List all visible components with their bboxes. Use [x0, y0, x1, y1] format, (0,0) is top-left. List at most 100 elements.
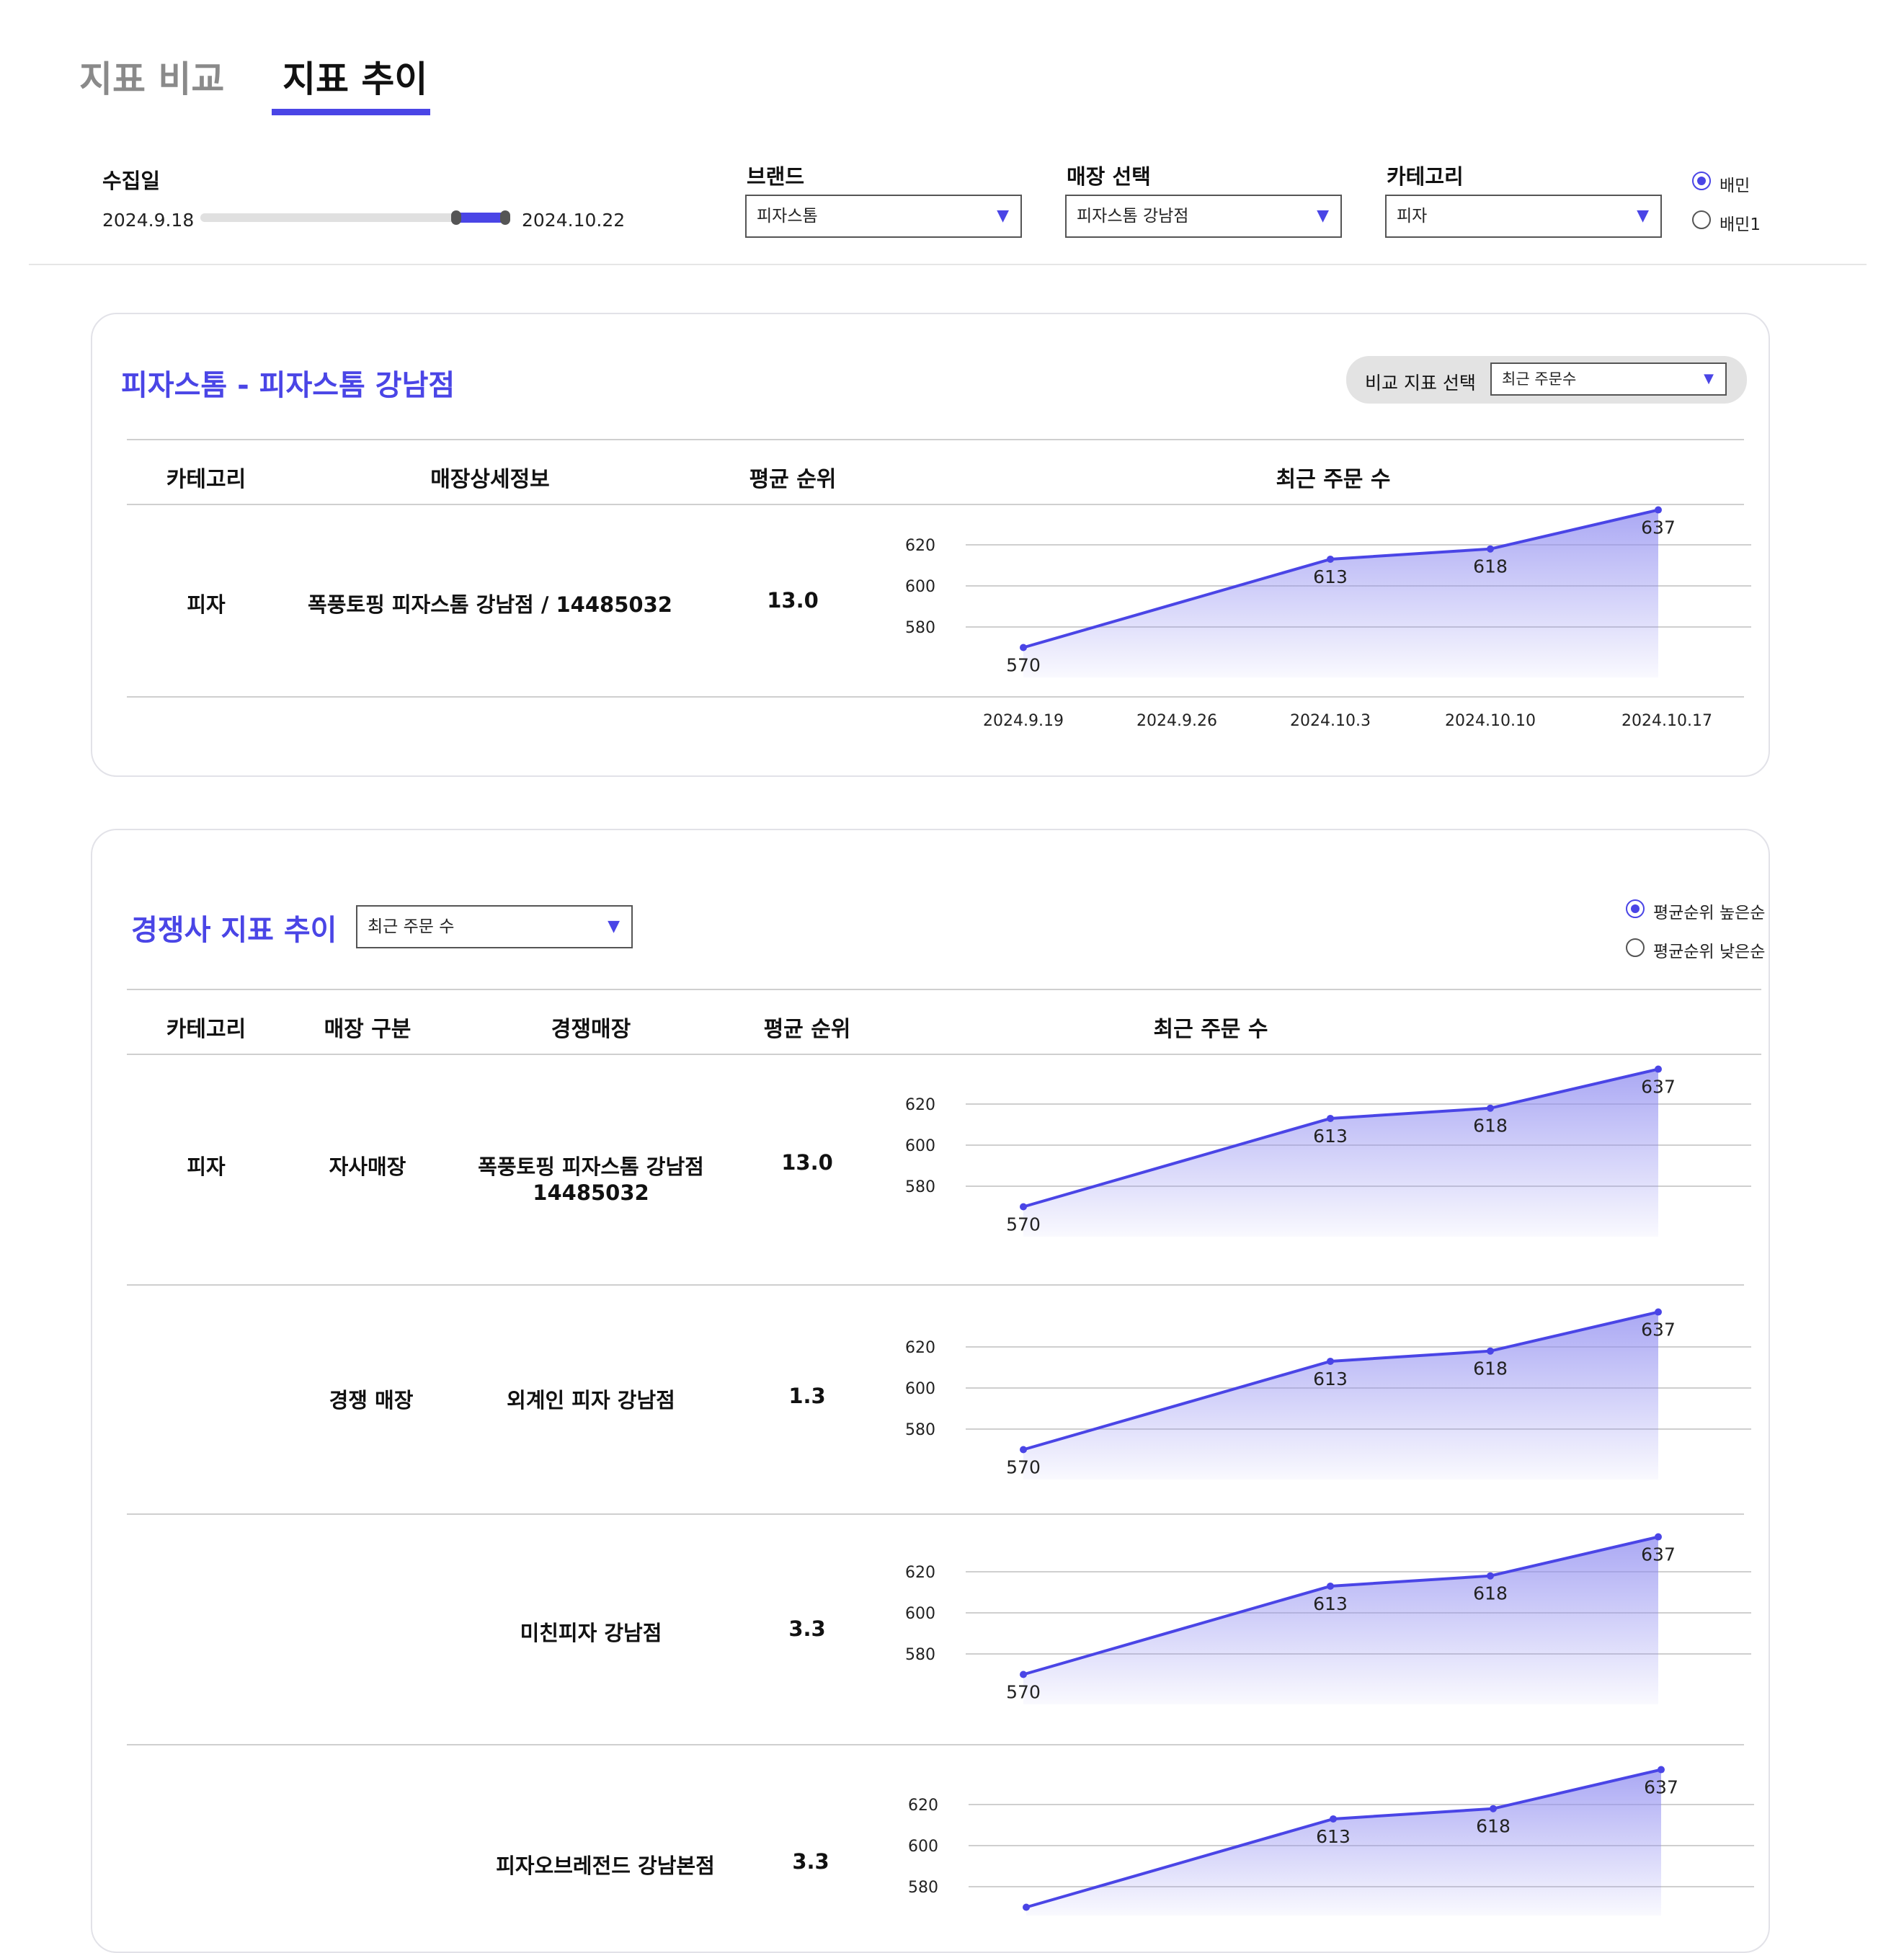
- header-recent-orders: 최근 주문 수: [1276, 467, 1391, 492]
- store-row-avg-rank: 13.0: [767, 588, 819, 613]
- data-label: 618: [1473, 1583, 1508, 1604]
- y-tick-label: 620: [905, 1096, 935, 1114]
- data-label: 613: [1313, 566, 1348, 587]
- data-point[interactable]: [1327, 555, 1334, 563]
- y-tick-label: 600: [905, 1605, 935, 1623]
- y-tick-label: 580: [908, 1879, 938, 1897]
- brand-select[interactable]: 피자스톰 ▼: [745, 195, 1022, 238]
- data-label: 570: [1006, 655, 1041, 676]
- series-area: [1023, 1536, 1658, 1704]
- date-range-slider[interactable]: [200, 213, 506, 222]
- series-area: [1023, 1312, 1658, 1480]
- data-label: 618: [1473, 1116, 1508, 1136]
- row-avg-rank: 3.3: [792, 1849, 829, 1874]
- data-point[interactable]: [1658, 1766, 1665, 1774]
- data-label: 570: [1006, 1214, 1041, 1235]
- series-line: [1023, 1067, 1659, 1209]
- data-label: 613: [1313, 1126, 1348, 1147]
- x-tick-label: 2024.10.17: [1621, 712, 1712, 730]
- filter-divider: [29, 264, 1867, 265]
- data-point[interactable]: [1490, 1805, 1497, 1812]
- row-store-id: 14485032: [533, 1180, 649, 1205]
- header-competitor-store: 경쟁매장: [551, 1017, 631, 1042]
- competitor-card-title: 경쟁사 지표 추이: [131, 914, 337, 947]
- data-label: 570: [1006, 1457, 1041, 1478]
- y-tick-label: 600: [905, 1380, 935, 1398]
- compare-metric-value: 최근 주문수: [1502, 370, 1577, 388]
- x-tick-label: 2024.9.26: [1136, 712, 1217, 730]
- row-avg-rank: 1.3: [788, 1384, 826, 1408]
- data-point[interactable]: [1327, 1582, 1334, 1590]
- data-label: 637: [1641, 1077, 1676, 1098]
- date-range-fill: [455, 213, 502, 223]
- row-orders-chart: 580 600 620 570 613 618 637: [905, 1308, 1751, 1480]
- y-tick-label: 620: [905, 1564, 935, 1582]
- chevron-down-icon: ▼: [1704, 371, 1714, 386]
- active-tab-underline: [272, 109, 430, 115]
- compare-metric-select[interactable]: 최근 주문수 ▼: [1490, 362, 1727, 396]
- series-area: [1026, 1769, 1661, 1916]
- row-store-type: 자사매장: [329, 1155, 406, 1179]
- date-start: 2024.9.18: [102, 210, 195, 231]
- row-divider: [127, 1284, 1744, 1286]
- y-tick-label: 580: [905, 1421, 935, 1439]
- date-range-end-handle[interactable]: [500, 210, 510, 225]
- compare-metric-label: 비교 지표 선택: [1365, 373, 1476, 393]
- y-tick-label: 620: [908, 1797, 938, 1815]
- data-label: 570: [1009, 1915, 1044, 1916]
- data-point[interactable]: [1330, 1815, 1337, 1823]
- tab-indicator-compare[interactable]: 지표 비교: [79, 58, 225, 100]
- tab-indicator-trend[interactable]: 지표 추이: [283, 58, 428, 100]
- platform-radio-baemin[interactable]: [1692, 172, 1711, 190]
- data-point[interactable]: [1487, 1347, 1494, 1355]
- sort-radio-low[interactable]: [1626, 938, 1645, 957]
- header-avg-rank: 평균 순위: [763, 1017, 851, 1042]
- data-point[interactable]: [1020, 1670, 1027, 1678]
- series-line: [1023, 1310, 1659, 1451]
- data-point[interactable]: [1655, 1065, 1662, 1073]
- data-label: 637: [1641, 1544, 1676, 1565]
- series-area: [1023, 1069, 1658, 1237]
- platform-radio-baemin1[interactable]: [1692, 210, 1711, 229]
- data-label: 637: [1641, 517, 1676, 538]
- store-select-label: 매장 선택: [1067, 164, 1151, 189]
- y-tick-label: 580: [905, 1646, 935, 1664]
- data-point[interactable]: [1655, 1533, 1662, 1541]
- data-label: 618: [1473, 556, 1508, 577]
- chevron-down-icon: ▼: [608, 917, 620, 935]
- date-range-start-handle[interactable]: [451, 210, 462, 225]
- data-point[interactable]: [1327, 1357, 1334, 1365]
- x-tick-label: 2024.10.10: [1445, 712, 1536, 730]
- row-avg-rank: 13.0: [781, 1150, 833, 1175]
- data-label: 618: [1476, 1816, 1511, 1837]
- data-point[interactable]: [1487, 545, 1494, 553]
- y-tick-label: 580: [905, 1178, 935, 1196]
- series-area: [1023, 510, 1658, 677]
- data-point[interactable]: [1655, 506, 1662, 514]
- category-select[interactable]: 피자 ▼: [1385, 195, 1662, 238]
- data-point[interactable]: [1327, 1114, 1334, 1122]
- row-store-name: 폭풍토핑 피자스톰 강남점: [478, 1155, 704, 1179]
- store-select[interactable]: 피자스톰 강남점 ▼: [1065, 195, 1342, 238]
- category-select-value: 피자: [1397, 207, 1428, 226]
- competitor-table-header-line: [127, 1054, 1761, 1055]
- data-point[interactable]: [1020, 644, 1027, 651]
- header-store-detail: 매장상세정보: [430, 467, 550, 492]
- data-point[interactable]: [1487, 1572, 1494, 1580]
- series-line: [1023, 508, 1659, 649]
- data-point[interactable]: [1020, 1446, 1027, 1454]
- data-point[interactable]: [1655, 1308, 1662, 1316]
- competitor-table-top-line: [127, 989, 1761, 990]
- row-store-name: 외계인 피자 강남점: [507, 1388, 675, 1413]
- sort-radio-high[interactable]: [1626, 899, 1645, 918]
- data-point[interactable]: [1487, 1104, 1494, 1112]
- competitor-metric-value: 최근 주문 수: [368, 917, 455, 936]
- store-row-detail: 폭풍토핑 피자스톰 강남점 / 14485032: [308, 592, 672, 617]
- data-point[interactable]: [1020, 1203, 1027, 1211]
- y-tick-label: 580: [905, 619, 935, 637]
- store-select-value: 피자스톰 강남점: [1077, 207, 1189, 226]
- data-label: 637: [1641, 1320, 1676, 1340]
- store-row-category: 피자: [187, 592, 226, 617]
- data-point[interactable]: [1023, 1903, 1030, 1911]
- competitor-metric-select[interactable]: 최근 주문 수 ▼: [356, 905, 633, 948]
